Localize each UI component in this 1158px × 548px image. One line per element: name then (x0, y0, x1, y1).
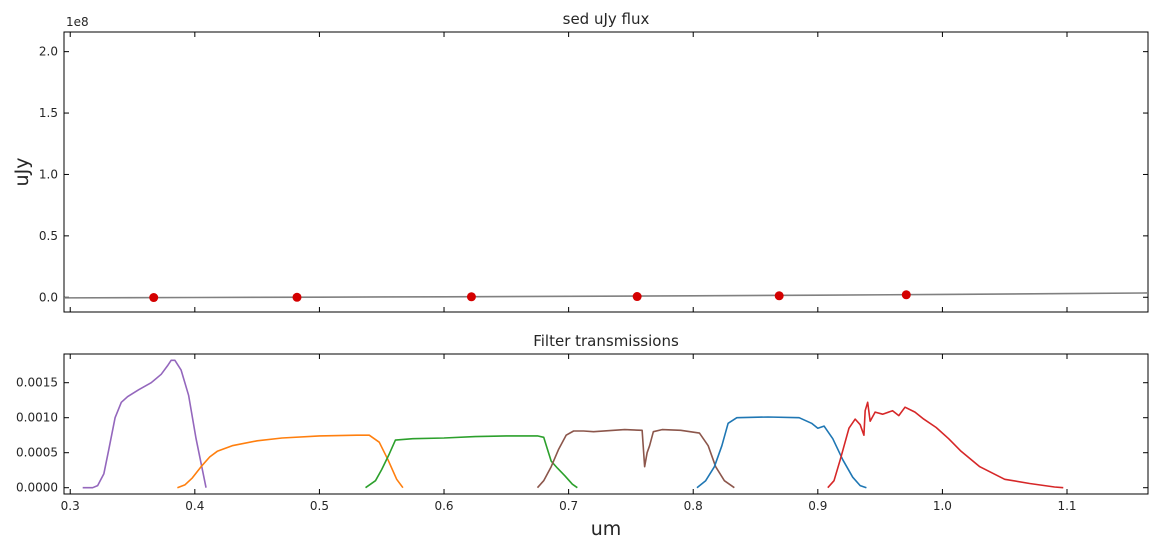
y-tick-label: 0.0000 (16, 481, 58, 495)
filter-curve-1 (177, 434, 404, 489)
y-tick-label: 0.0010 (16, 411, 58, 425)
x-tick-label: 0.4 (185, 499, 204, 513)
filter-ticks: 0.3 0.4 0.5 0.6 0.7 0.8 0.9 1.0 1.1 0.0000 0.0005 0… (16, 354, 1148, 513)
filter-curve-3 (536, 428, 735, 489)
x-tick-label: 1.1 (1057, 499, 1076, 513)
y-tick-label: 2.0 (39, 45, 58, 59)
sed-ticks: 0.0 0.5 1.0 1.5 2.0 (39, 32, 1148, 312)
x-tick-label: 0.9 (808, 499, 827, 513)
y-tick-label: 0.5 (39, 229, 58, 243)
sed-data-point (632, 292, 642, 302)
sed-panel: 0.0 0.5 1.0 1.5 2.0 sed uJy flux 1e8 uJy (11, 10, 1149, 313)
sed-data-point (466, 292, 476, 302)
filter-curve-5 (827, 401, 1064, 489)
x-tick-label: 0.8 (684, 499, 703, 513)
y-tick-label: 1.0 (39, 167, 58, 181)
filter-panel: 0.3 0.4 0.5 0.6 0.7 0.8 0.9 1.0 1.1 0.0000 0.0005 0… (16, 332, 1149, 540)
x-tick-label: 0.6 (434, 499, 453, 513)
y-tick-label: 0.0 (39, 290, 58, 304)
filter-plot-area (63, 353, 1149, 495)
sed-y-axis-label: uJy (11, 158, 33, 187)
filter-curve-0 (82, 359, 207, 489)
sed-title: sed uJy flux (563, 10, 650, 28)
y-tick-label: 0.0015 (16, 376, 58, 390)
sed-data-point (149, 293, 159, 303)
filter-title: Filter transmissions (533, 332, 679, 350)
sed-data-point (901, 290, 911, 300)
y-tick-label: 1.5 (39, 106, 58, 120)
filter-curve-2 (365, 435, 578, 489)
filter-curve-4 (696, 416, 867, 489)
x-tick-label: 0.7 (559, 499, 578, 513)
filter-x-axis-label: um (591, 518, 622, 540)
sed-data-point (774, 291, 784, 301)
sed-data-point (292, 292, 302, 302)
sed-plot-area (63, 31, 1149, 313)
sed-series (64, 290, 1148, 303)
x-tick-label: 0.3 (61, 499, 80, 513)
x-tick-label: 1.0 (933, 499, 952, 513)
y-tick-label: 0.0005 (16, 446, 58, 460)
sed-model-line (64, 292, 1148, 299)
x-tick-label: 0.5 (310, 499, 329, 513)
sed-y-offset-text: 1e8 (66, 15, 89, 29)
filter-series (82, 359, 1064, 489)
